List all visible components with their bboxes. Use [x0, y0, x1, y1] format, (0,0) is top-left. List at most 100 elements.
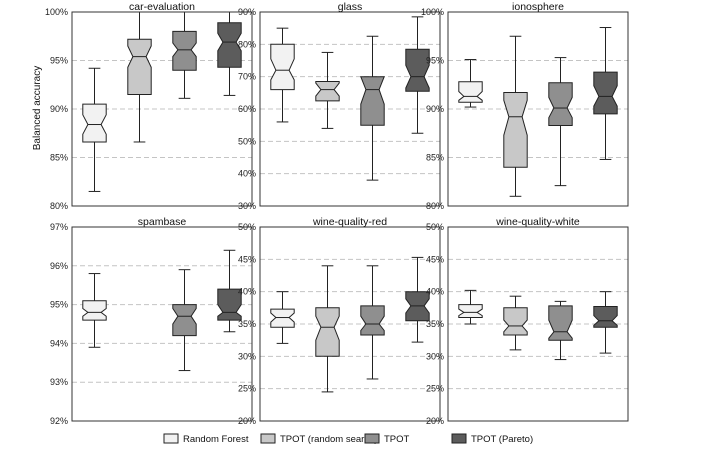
- legend-label: TPOT: [384, 434, 410, 445]
- panel-car-evaluation: 80% 85% 90% 95% 100% car-evaluation: [45, 1, 253, 211]
- y-tick-label: 90%: [426, 104, 444, 114]
- legend-swatch: [451, 433, 467, 444]
- box-TPOT (Pareto): [217, 249, 242, 333]
- box-Random Forest: [270, 27, 295, 123]
- panel-glass: 30% 40% 50% 60% 70% 80% 90% glass: [238, 1, 441, 211]
- box-TPOT: [360, 35, 385, 181]
- y-tick-label: 100%: [45, 7, 68, 17]
- box-body: [360, 305, 385, 336]
- box-TPOT (Pareto): [593, 291, 618, 354]
- legend-item: TPOT: [364, 433, 410, 445]
- box-body: [458, 81, 483, 103]
- y-axis-label: Balanced accuracy: [32, 66, 43, 151]
- box-TPOT (Pareto): [405, 16, 430, 134]
- y-tick-label: 40%: [426, 287, 444, 297]
- panel-background: [72, 227, 252, 421]
- y-tick-label: 80%: [238, 39, 256, 49]
- y-tick-label: 35%: [238, 319, 256, 329]
- legend-label: TPOT (random search): [280, 434, 378, 445]
- box-body: [82, 300, 107, 321]
- y-tick-label: 35%: [426, 319, 444, 329]
- y-tick-label: 30%: [238, 351, 256, 361]
- box-TPOT (Pareto): [593, 27, 618, 160]
- y-tick-label: 95%: [50, 56, 68, 66]
- legend-label: TPOT (Pareto): [471, 434, 533, 445]
- box-body: [315, 307, 340, 357]
- y-tick-label: 20%: [426, 416, 444, 426]
- panels: 80% 85% 90% 95% 100% car-evaluation 30% 40% 50% 6…: [45, 1, 629, 426]
- box-TPOT: [548, 57, 573, 187]
- y-tick-label: 94%: [50, 338, 68, 348]
- panel-title: glass: [338, 1, 363, 13]
- box-TPOT (Pareto): [217, 11, 242, 96]
- box-body: [548, 82, 573, 126]
- legend-swatch: [163, 433, 179, 444]
- legend-swatch: [260, 433, 276, 444]
- y-tick-label: 85%: [426, 153, 444, 163]
- panel-title: wine-quality-red: [312, 216, 387, 228]
- y-tick-label: 20%: [238, 416, 256, 426]
- y-tick-label: 97%: [50, 222, 68, 232]
- y-tick-label: 30%: [238, 201, 256, 211]
- box-TPOT (random search): [315, 51, 340, 129]
- panel-wine-quality-white: 20% 25% 30% 35% 40% 45% 50% wine-quality-white: [426, 216, 629, 426]
- panel-title: wine-quality-white: [495, 216, 580, 228]
- box-TPOT (Pareto): [405, 256, 430, 343]
- box-Random Forest: [82, 67, 107, 192]
- box-Random Forest: [458, 289, 483, 325]
- y-tick-label: 25%: [426, 384, 444, 394]
- box-TPOT (random search): [315, 265, 340, 393]
- box-body: [458, 304, 483, 318]
- legend-swatch: [364, 433, 380, 444]
- y-tick-label: 90%: [238, 7, 256, 17]
- box-body: [82, 103, 107, 143]
- box-body: [548, 305, 573, 341]
- box-body: [217, 22, 242, 68]
- legend-item: TPOT (random search): [260, 433, 378, 445]
- panel-wine-quality-red: 20% 25% 30% 35% 40% 45% 50% wine-quality-red: [238, 216, 441, 426]
- y-tick-label: 95%: [426, 56, 444, 66]
- panel-frame: [71, 11, 253, 207]
- y-tick-label: 45%: [238, 254, 256, 264]
- panel-frame: [447, 11, 629, 207]
- box-TPOT (random search): [503, 295, 528, 351]
- box-body: [270, 43, 295, 91]
- panel-spambase: 92% 93% 94% 95% 96% 97% spambase: [50, 216, 253, 426]
- y-tick-label: 96%: [50, 261, 68, 271]
- box-body: [315, 81, 340, 102]
- legend-label: Random Forest: [183, 434, 249, 445]
- panel-frame: [259, 11, 441, 207]
- box-body: [503, 307, 528, 336]
- box-body: [593, 306, 618, 328]
- box-body: [405, 48, 430, 92]
- box-body: [172, 30, 197, 71]
- box-TPOT: [548, 300, 573, 361]
- panel-title: car-evaluation: [129, 1, 195, 13]
- y-tick-label: 90%: [50, 104, 68, 114]
- y-tick-label: 80%: [426, 201, 444, 211]
- box-TPOT: [360, 265, 385, 380]
- legend-item: TPOT (Pareto): [451, 433, 533, 445]
- box-Random Forest: [82, 273, 107, 348]
- y-tick-label: 50%: [238, 222, 256, 232]
- box-Random Forest: [458, 59, 483, 108]
- y-tick-label: 40%: [238, 169, 256, 179]
- box-body: [172, 304, 197, 337]
- box-body: [127, 38, 152, 95]
- y-tick-label: 93%: [50, 377, 68, 387]
- box-body: [270, 308, 295, 328]
- legend-item: Random Forest: [163, 433, 249, 445]
- panel-ionosphere: 80% 85% 90% 95% 100% ionosphere: [421, 1, 629, 211]
- panel-frame: [447, 226, 629, 422]
- y-tick-label: 50%: [426, 222, 444, 232]
- y-tick-label: 40%: [238, 287, 256, 297]
- y-tick-label: 60%: [238, 104, 256, 114]
- panel-title: ionosphere: [512, 1, 564, 13]
- y-tick-label: 45%: [426, 254, 444, 264]
- box-TPOT (random search): [503, 35, 528, 197]
- box-body: [360, 76, 385, 126]
- panel-frame: [71, 226, 253, 422]
- y-tick-label: 50%: [238, 136, 256, 146]
- box-TPOT: [172, 269, 197, 372]
